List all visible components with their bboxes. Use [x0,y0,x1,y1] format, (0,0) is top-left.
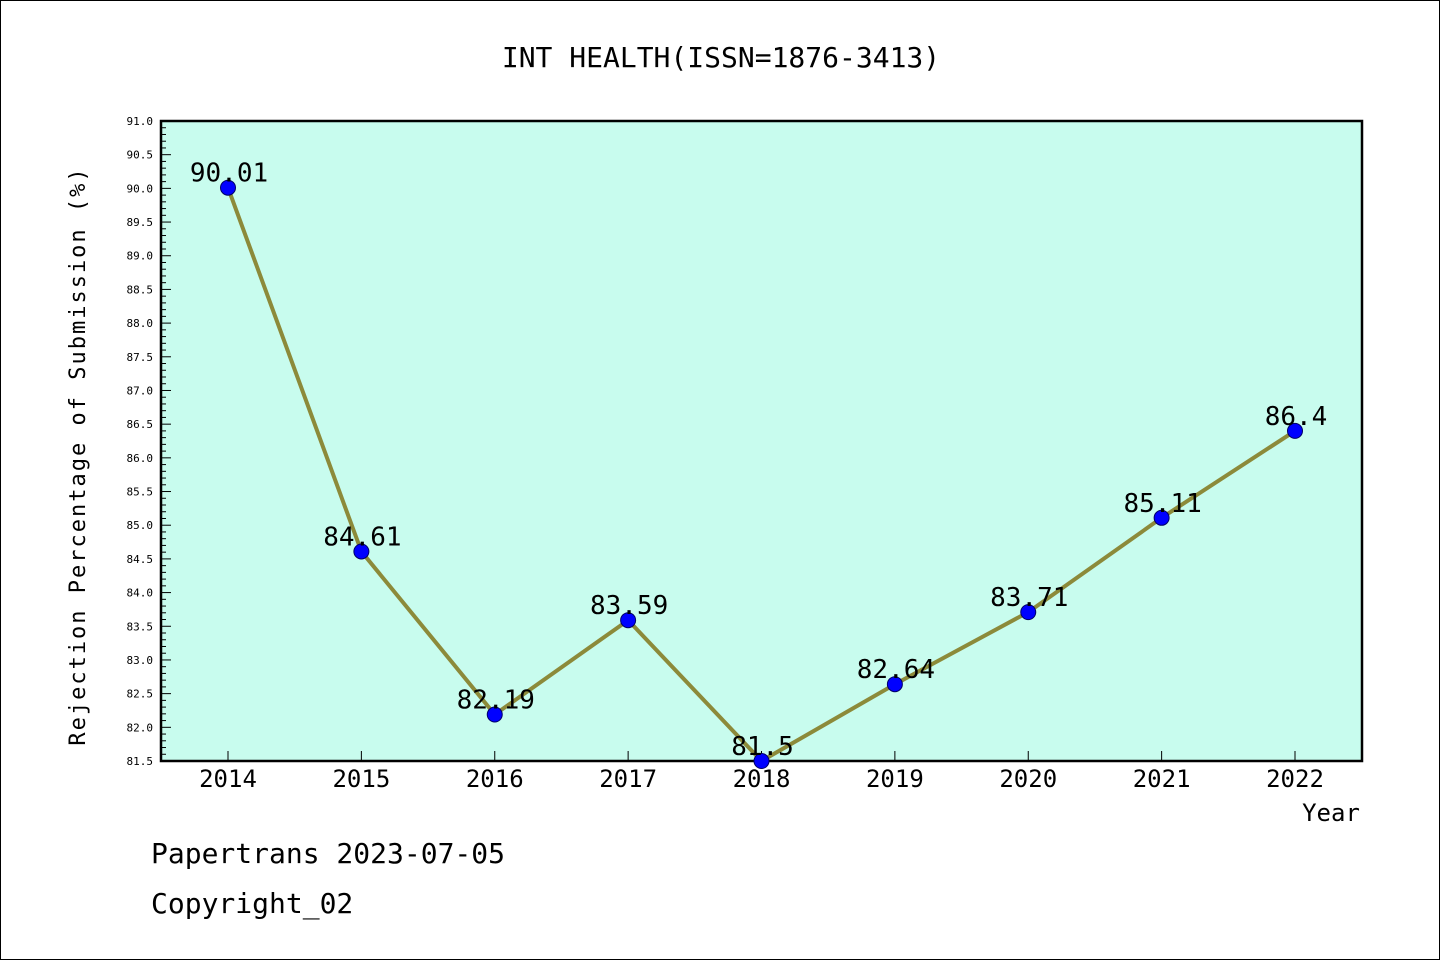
data-point [353,543,370,560]
x-tick-label: 2019 [866,765,924,793]
y-axis-label: Rejection Percentage of Submission (%) [66,166,91,745]
data-point [486,706,503,723]
data-label: 86.4 [1265,402,1328,432]
data-label: 82.64 [857,655,935,685]
y-tick-label: 82.0 [127,721,154,734]
y-tick-label: 89.5 [127,216,154,229]
footer-date: Papertrans 2023-07-05 [151,837,506,870]
y-tick-label: 87.0 [127,384,154,397]
y-tick-label: 84.0 [127,587,154,600]
y-tick-label: 81.5 [127,755,154,768]
x-tick-label: 2021 [1133,765,1191,793]
y-tick-label: 85.0 [127,519,154,532]
y-tick-label: 91.0 [127,115,154,128]
x-tick-label: 2015 [332,765,390,793]
y-tick-label: 90.5 [127,149,154,162]
y-tick-label: 82.5 [127,688,154,701]
footer-copyright: Copyright_02 [151,887,354,920]
data-point [1020,604,1037,621]
data-label: 83.71 [990,583,1068,613]
y-tick-label: 88.5 [127,283,154,296]
data-point [620,612,637,629]
x-tick-label: 2014 [199,765,257,793]
data-label: 85.11 [1123,489,1201,519]
x-tick-label: 2020 [999,765,1057,793]
data-label: 81.5 [731,732,794,762]
x-axis-label: Year [1302,799,1360,827]
y-tick-label: 89.0 [127,250,154,263]
y-tick-label: 90.0 [127,182,154,195]
y-tick-label: 83.0 [127,654,154,667]
data-point [886,676,903,693]
data-point [753,753,770,769]
x-tick-label: 2018 [733,765,791,793]
data-point [1287,422,1303,439]
x-tick-label: 2022 [1266,765,1324,793]
chart-title: INT HEALTH(ISSN=1876-3413) [502,41,940,74]
y-tick-label: 84.5 [127,553,154,566]
y-tick-label: 87.5 [127,351,154,364]
data-label: 83.59 [590,591,668,621]
y-tick-label: 88.0 [127,317,154,330]
x-tick-label: 2016 [466,765,524,793]
data-label: 90.01 [190,159,268,189]
plot-area [159,119,1364,763]
data-label: 82.19 [457,686,535,716]
x-tick-label: 2017 [599,765,657,793]
data-point [1153,509,1170,526]
y-tick-label: 83.5 [127,620,154,633]
data-point [220,179,236,196]
data-label: 84.61 [323,522,401,552]
y-tick-label: 86.0 [127,452,154,465]
y-tick-label: 86.5 [127,418,154,431]
y-tick-label: 85.5 [127,486,154,499]
